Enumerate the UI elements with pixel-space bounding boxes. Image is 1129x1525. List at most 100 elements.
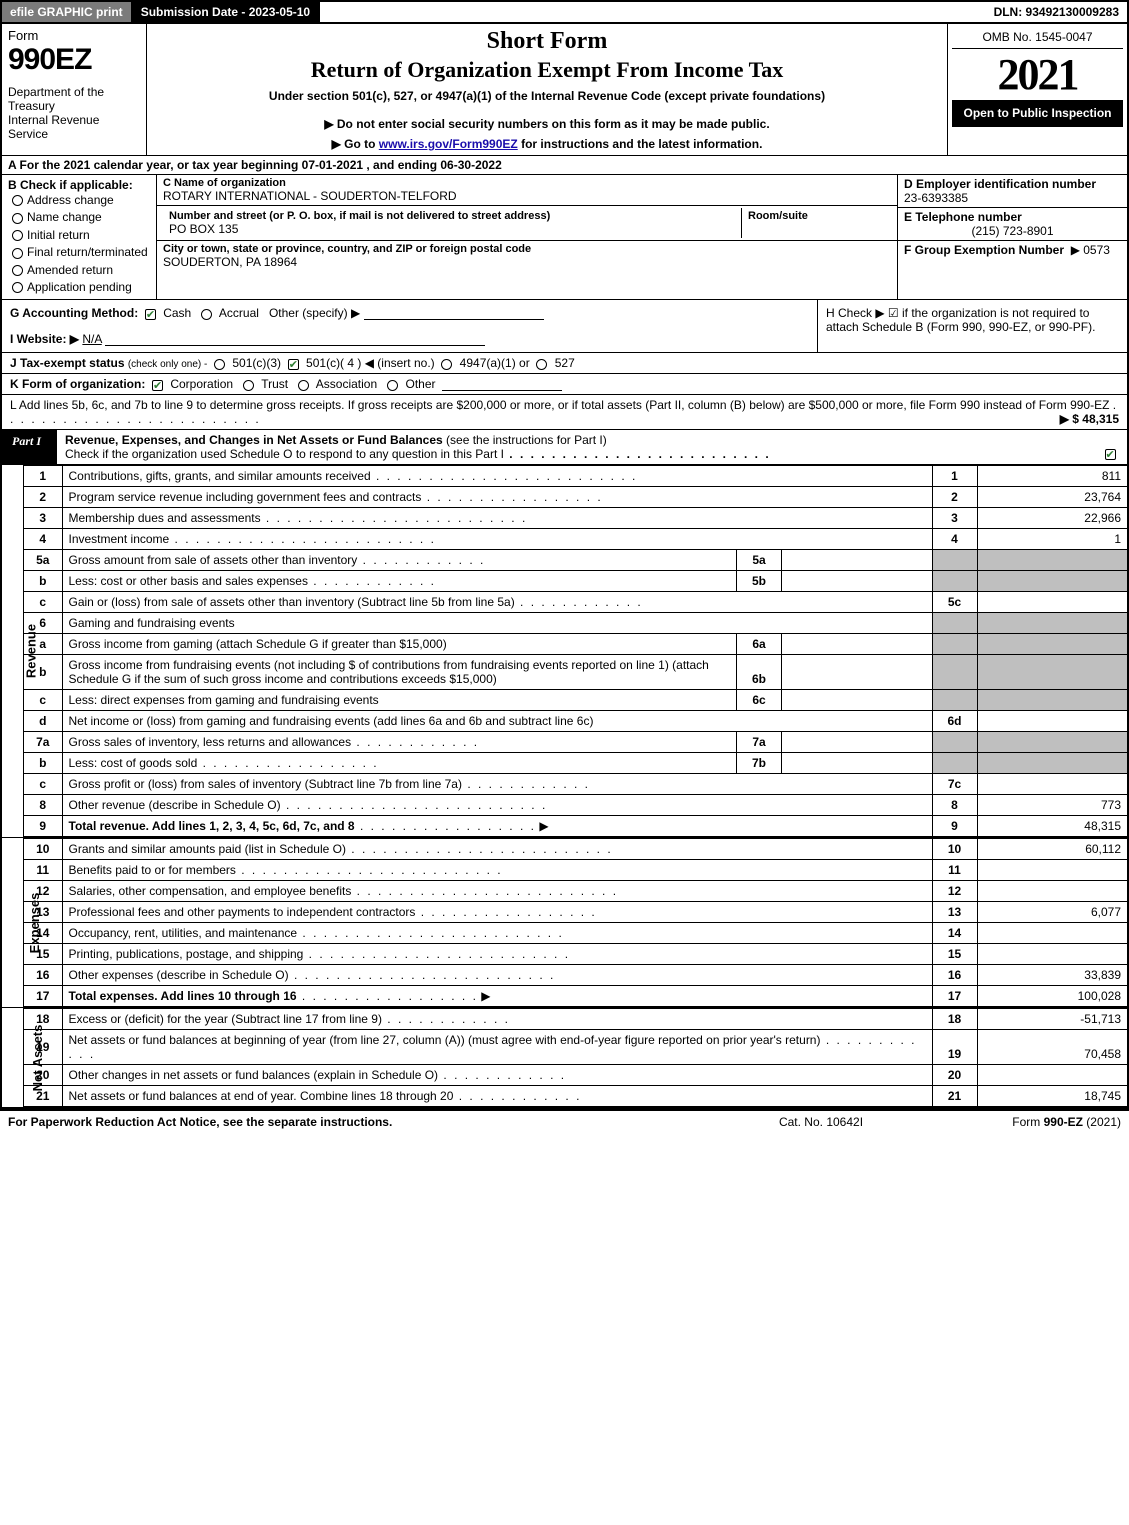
expenses-sidelabel: Expenses: [2, 838, 24, 1007]
line-7b: bLess: cost of goods sold7b: [24, 753, 1127, 774]
line-13: 13Professional fees and other payments t…: [24, 902, 1127, 923]
line-12: 12Salaries, other compensation, and empl…: [24, 881, 1127, 902]
header-left: Form 990EZ Department of the Treasury In…: [2, 24, 147, 155]
col-def: D Employer identification number 23-6393…: [897, 175, 1127, 299]
j-501c3[interactable]: [214, 359, 225, 370]
line-6c: cLess: direct expenses from gaming and f…: [24, 690, 1127, 711]
opt-address-change[interactable]: Address change: [8, 192, 150, 209]
title-return: Return of Organization Exempt From Incom…: [155, 57, 939, 83]
title-short-form: Short Form: [155, 28, 939, 55]
line-l: L Add lines 5b, 6c, and 7b to line 9 to …: [0, 394, 1129, 429]
line-3: 3Membership dues and assessments322,966: [24, 508, 1127, 529]
part-i-badge: Part I: [2, 430, 57, 464]
ssn-warning: ▶ Do not enter social security numbers o…: [155, 117, 939, 131]
opt-amended-return[interactable]: Amended return: [8, 262, 150, 279]
j-527[interactable]: [536, 359, 547, 370]
line-a: A For the 2021 calendar year, or tax yea…: [0, 155, 1129, 174]
e-label: E Telephone number: [904, 210, 1121, 224]
omb-number: OMB No. 1545-0047: [952, 26, 1123, 49]
irs-link[interactable]: www.irs.gov/Form990EZ: [379, 137, 518, 151]
line-6: 6Gaming and fundraising events: [24, 613, 1127, 634]
k-corporation[interactable]: [152, 380, 163, 391]
line-16: 16Other expenses (describe in Schedule O…: [24, 965, 1127, 986]
gross-receipts: ▶ $ 48,315: [1060, 412, 1119, 426]
line-6b: bGross income from fundraising events (n…: [24, 655, 1127, 690]
subtitle-section: Under section 501(c), 527, or 4947(a)(1)…: [155, 89, 939, 103]
line-14: 14Occupancy, rent, utilities, and mainte…: [24, 923, 1127, 944]
section-bcdef: B Check if applicable: Address change Na…: [0, 174, 1129, 299]
line-j: J Tax-exempt status (check only one) - 5…: [0, 352, 1129, 373]
open-to-public: Open to Public Inspection: [952, 100, 1123, 127]
revenue-block: Revenue 1Contributions, gifts, grants, a…: [0, 464, 1129, 837]
goto-line: ▶ Go to www.irs.gov/Form990EZ for instru…: [155, 137, 939, 151]
cash-checkbox[interactable]: [145, 309, 156, 320]
street-label: Number and street (or P. O. box, if mail…: [169, 210, 735, 222]
section-gh: G Accounting Method: Cash Accrual Other …: [0, 299, 1129, 352]
accrual-checkbox[interactable]: [201, 309, 212, 320]
line-18: 18Excess or (deficit) for the year (Subt…: [24, 1009, 1127, 1030]
form-ref: Form 990-EZ (2021): [921, 1115, 1121, 1129]
c-name-label: C Name of organization: [163, 177, 891, 189]
opt-application-pending[interactable]: Application pending: [8, 279, 150, 296]
city-label: City or town, state or province, country…: [163, 243, 891, 255]
line-k: K Form of organization: Corporation Trus…: [0, 373, 1129, 394]
line-15: 15Printing, publications, postage, and s…: [24, 944, 1127, 965]
line-6a: aGross income from gaming (attach Schedu…: [24, 634, 1127, 655]
form-word: Form: [8, 28, 140, 43]
k-trust[interactable]: [243, 380, 254, 391]
ein-value: 23-6393385: [904, 191, 1121, 205]
b-label: B Check if applicable:: [8, 178, 150, 192]
line-g: G Accounting Method: Cash Accrual Other …: [2, 300, 817, 352]
line-1: 1Contributions, gifts, grants, and simil…: [24, 466, 1127, 487]
line-9: 9Total revenue. Add lines 1, 2, 3, 4, 5c…: [24, 816, 1127, 837]
line-17: 17Total expenses. Add lines 10 through 1…: [24, 986, 1127, 1007]
line-19: 19Net assets or fund balances at beginni…: [24, 1030, 1127, 1065]
header-right: OMB No. 1545-0047 2021 Open to Public In…: [947, 24, 1127, 155]
website-value: N/A: [82, 332, 101, 346]
room-label: Room/suite: [748, 210, 885, 222]
street-value: PO BOX 135: [169, 222, 735, 236]
other-specify-line: [364, 306, 544, 320]
f-label: F Group Exemption Number: [904, 243, 1064, 257]
expenses-block: Expenses 10Grants and similar amounts pa…: [0, 837, 1129, 1007]
opt-initial-return[interactable]: Initial return: [8, 227, 150, 244]
line-7a: 7aGross sales of inventory, less returns…: [24, 732, 1127, 753]
opt-final-return[interactable]: Final return/terminated: [8, 244, 150, 261]
netassets-sidelabel: Net Assets: [2, 1008, 24, 1107]
header-mid: Short Form Return of Organization Exempt…: [147, 24, 947, 155]
group-exemption-value: ▶ 0573: [1071, 243, 1110, 257]
net-assets-block: Net Assets 18Excess or (deficit) for the…: [0, 1007, 1129, 1109]
phone-value: (215) 723-8901: [904, 224, 1121, 238]
part-i-title: Revenue, Expenses, and Changes in Net As…: [57, 430, 1097, 464]
efile-print-button[interactable]: efile GRAPHIC print: [2, 2, 133, 22]
k-association[interactable]: [298, 380, 309, 391]
line-7c: cGross profit or (loss) from sales of in…: [24, 774, 1127, 795]
paperwork-notice: For Paperwork Reduction Act Notice, see …: [8, 1115, 721, 1129]
submission-date: Submission Date - 2023-05-10: [133, 2, 320, 22]
line-5c: cGain or (loss) from sale of assets othe…: [24, 592, 1127, 613]
line-5a: 5aGross amount from sale of assets other…: [24, 550, 1127, 571]
j-501c[interactable]: [288, 359, 299, 370]
page-footer: For Paperwork Reduction Act Notice, see …: [0, 1109, 1129, 1133]
opt-name-change[interactable]: Name change: [8, 209, 150, 226]
col-b: B Check if applicable: Address change Na…: [2, 175, 157, 299]
form-header: Form 990EZ Department of the Treasury In…: [0, 24, 1129, 155]
line-10: 10Grants and similar amounts paid (list …: [24, 839, 1127, 860]
d-label: D Employer identification number: [904, 177, 1121, 191]
cat-no: Cat. No. 10642I: [721, 1115, 921, 1129]
department: Department of the Treasury Internal Reve…: [8, 85, 140, 141]
line-5b: bLess: cost or other basis and sales exp…: [24, 571, 1127, 592]
part-i-subnote: Check if the organization used Schedule …: [65, 447, 504, 461]
i-label: I Website: ▶: [10, 332, 79, 346]
line-8: 8Other revenue (describe in Schedule O)8…: [24, 795, 1127, 816]
line-21: 21Net assets or fund balances at end of …: [24, 1086, 1127, 1107]
j-4947[interactable]: [441, 359, 452, 370]
line-11: 11Benefits paid to or for members11: [24, 860, 1127, 881]
line-2: 2Program service revenue including gover…: [24, 487, 1127, 508]
line-4: 4Investment income41: [24, 529, 1127, 550]
k-other[interactable]: [387, 380, 398, 391]
line-h: H Check ▶ ☑ if the organization is not r…: [817, 300, 1127, 352]
form-number: 990EZ: [8, 43, 140, 77]
part-i-schedule-o-check[interactable]: [1097, 430, 1127, 464]
line-20: 20Other changes in net assets or fund ba…: [24, 1065, 1127, 1086]
